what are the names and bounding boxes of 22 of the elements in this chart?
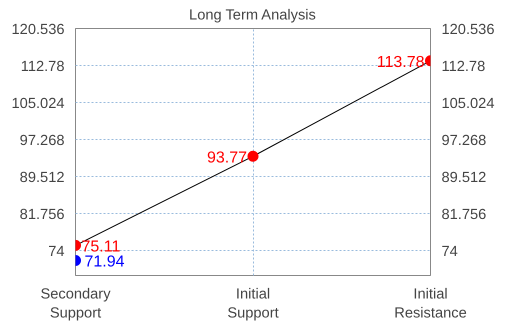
y-tick-label: 120.536 xyxy=(12,22,65,38)
y2-tick-label: 120.536 xyxy=(442,22,494,38)
y2-tick-label: 81.756 xyxy=(442,207,486,224)
data-label: 113.78 xyxy=(376,54,425,71)
y2-tick-label: 74 xyxy=(442,244,458,260)
data-label: 75.11 xyxy=(82,238,120,256)
y2-tick-label: 112.78 xyxy=(442,59,486,76)
y-tick-label: 81.756 xyxy=(20,207,64,224)
x-tick-label: Initial Resistance xyxy=(394,286,467,322)
x-tick-label: Initial Support xyxy=(227,286,279,322)
y-tick-label: 112.78 xyxy=(20,59,65,76)
x-tick-label: Secondary Support xyxy=(40,286,112,322)
data-label: 93.77 xyxy=(206,149,248,166)
y2-tick-label: 97.268 xyxy=(442,133,486,150)
chart-title: Long Term Analysis xyxy=(189,8,316,24)
y-tick-label: 89.512 xyxy=(20,170,64,186)
y-tick-label: 97.268 xyxy=(20,133,64,150)
y-tick-label: 105.024 xyxy=(12,96,65,112)
y2-tick-label: 89.512 xyxy=(442,170,486,186)
data-label: 71.94 xyxy=(84,254,125,271)
y2-tick-label: 105.024 xyxy=(442,96,494,112)
y-tick-label: 74 xyxy=(48,244,65,260)
